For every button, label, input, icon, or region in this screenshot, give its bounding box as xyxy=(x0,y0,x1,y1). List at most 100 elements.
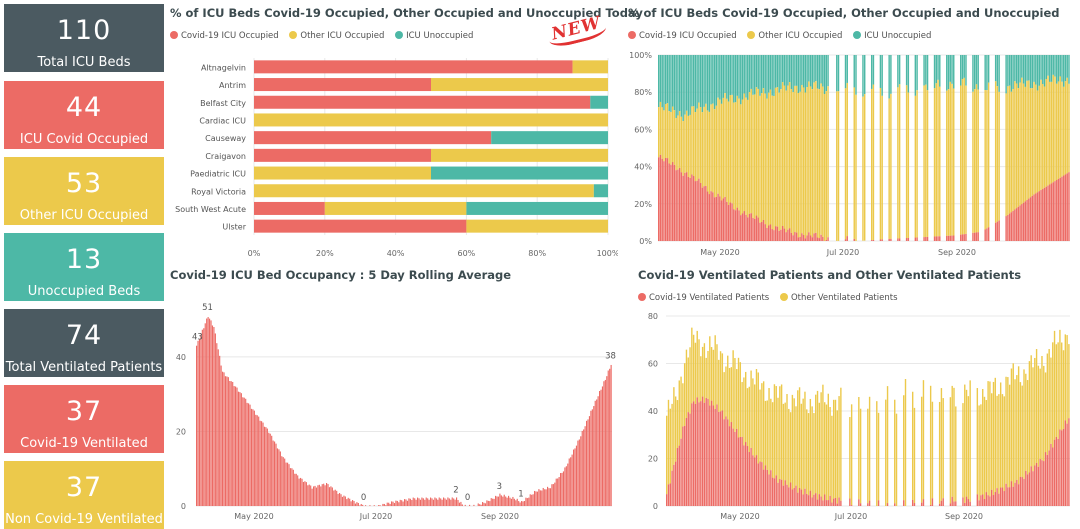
chart4-ventilated: 0 20 40 60 80 May 2020 Jul 2020 Sep 2020 xyxy=(648,312,1070,521)
unoccupied-bar xyxy=(1047,55,1049,76)
covid-vent-bar xyxy=(980,495,982,506)
covid-vent-bar xyxy=(989,496,991,506)
covid-bar xyxy=(324,485,326,506)
other-vent-bar xyxy=(885,399,887,506)
other-vent-bar xyxy=(922,380,925,500)
covid-bar xyxy=(567,463,569,506)
covid-bar xyxy=(949,235,951,241)
other-vent-bar xyxy=(815,394,817,494)
covid-bar xyxy=(558,477,560,506)
other-bar xyxy=(1036,90,1039,193)
covid-vent-bar xyxy=(1001,487,1004,506)
unoccupied-bar xyxy=(757,55,759,89)
other-bar xyxy=(740,104,742,216)
other-bar xyxy=(1022,83,1025,203)
covid-bar xyxy=(437,499,439,506)
legend-dot-other xyxy=(779,293,788,301)
other-vent-bar xyxy=(1050,357,1052,444)
y-tick-label: 80% xyxy=(634,88,652,97)
covid-vent-bar xyxy=(671,470,673,506)
other-vent-bar xyxy=(752,378,754,456)
other-vent-bar xyxy=(703,343,706,403)
covid-bar xyxy=(998,220,1000,241)
covid-bar xyxy=(552,484,554,506)
covid-vent-bar xyxy=(793,487,795,506)
kpi-value: 74 xyxy=(65,320,103,351)
covid-vent-bar xyxy=(1026,474,1029,506)
covid-vent-bar xyxy=(766,469,768,506)
covid-bar xyxy=(555,478,557,506)
unoccupied-bar xyxy=(759,55,761,96)
unoccupied-bar xyxy=(745,55,747,98)
other-bar xyxy=(1038,85,1041,192)
covid-bar xyxy=(759,222,761,241)
other-vent-bar xyxy=(955,406,957,502)
covid-bar xyxy=(239,392,241,506)
covid-bar xyxy=(266,428,268,506)
legend-other-label: Other ICU Occupied xyxy=(758,31,843,41)
covid-bar xyxy=(398,502,400,506)
covid-vent-bar xyxy=(746,446,749,506)
covid-bar xyxy=(534,490,536,506)
covid-bar xyxy=(747,217,749,241)
other-vent-bar xyxy=(750,370,752,448)
other-vent-bar xyxy=(743,377,745,446)
covid-vent-bar xyxy=(1057,438,1059,506)
other-bar xyxy=(705,103,707,186)
covid-bar xyxy=(268,432,270,506)
legend-covid-label: Covid-19 ICU Occupied xyxy=(181,31,279,41)
unoccupied-bar xyxy=(689,55,691,115)
unoccupied-bar xyxy=(1036,55,1039,91)
covid-bar xyxy=(261,421,263,506)
covid-vent-bar xyxy=(836,503,838,506)
other-vent-bar xyxy=(669,408,671,484)
covid-vent-bar xyxy=(770,470,772,506)
covid-bar xyxy=(1024,201,1027,241)
covid-bar xyxy=(216,343,218,506)
y-tick-label: 60 xyxy=(648,360,658,369)
other-bar xyxy=(1026,80,1028,200)
covid-bar xyxy=(668,163,670,241)
x-tick-label: Jul 2020 xyxy=(834,512,868,521)
x-tick-label: Jul 2020 xyxy=(826,248,860,257)
other-bar xyxy=(898,84,901,239)
covid-bar xyxy=(198,339,201,506)
covid-bar xyxy=(601,386,604,506)
covid-bar xyxy=(748,213,751,241)
covid-bar xyxy=(544,489,546,506)
covid-bar xyxy=(713,197,716,241)
covid-bar xyxy=(461,504,463,506)
unoccupied-bar xyxy=(788,55,791,83)
covid-vent-bar xyxy=(728,426,731,506)
unoccupied-bar xyxy=(837,55,840,92)
covid-bar xyxy=(227,377,229,506)
unoccupied-bar xyxy=(684,55,686,115)
covid-bar xyxy=(323,483,325,506)
other-vent-bar xyxy=(867,408,869,504)
other-vent-bar xyxy=(698,339,700,403)
other-vent-bar xyxy=(1005,376,1007,484)
unoccupied-bar xyxy=(754,55,756,95)
other-vent-bar xyxy=(849,417,851,499)
chart4-legend: Covid-19 Ventilated Patients Other Venti… xyxy=(638,293,906,303)
other-vent-bar xyxy=(1061,342,1063,431)
covid-bar xyxy=(249,404,251,506)
covid-bar xyxy=(326,483,328,506)
other-bar xyxy=(761,93,763,223)
other-bar xyxy=(818,89,821,239)
covid-bar xyxy=(492,498,494,506)
other-bar xyxy=(1012,88,1014,211)
covid-vent-bar xyxy=(714,408,716,506)
other-vent-bar xyxy=(764,400,767,466)
covid-bar xyxy=(418,498,420,506)
other-bar xyxy=(914,95,917,238)
unoccupied-bar xyxy=(947,55,950,90)
data-label: 0 xyxy=(361,493,366,503)
covid-bar xyxy=(663,161,665,241)
covid-bar xyxy=(298,478,300,506)
unoccupied-bar xyxy=(1066,55,1068,78)
covid-bar xyxy=(541,490,543,506)
covid-bar xyxy=(432,499,435,506)
chart1-legend: Covid-19 ICU Occupied Other ICU Occupied… xyxy=(170,31,481,41)
